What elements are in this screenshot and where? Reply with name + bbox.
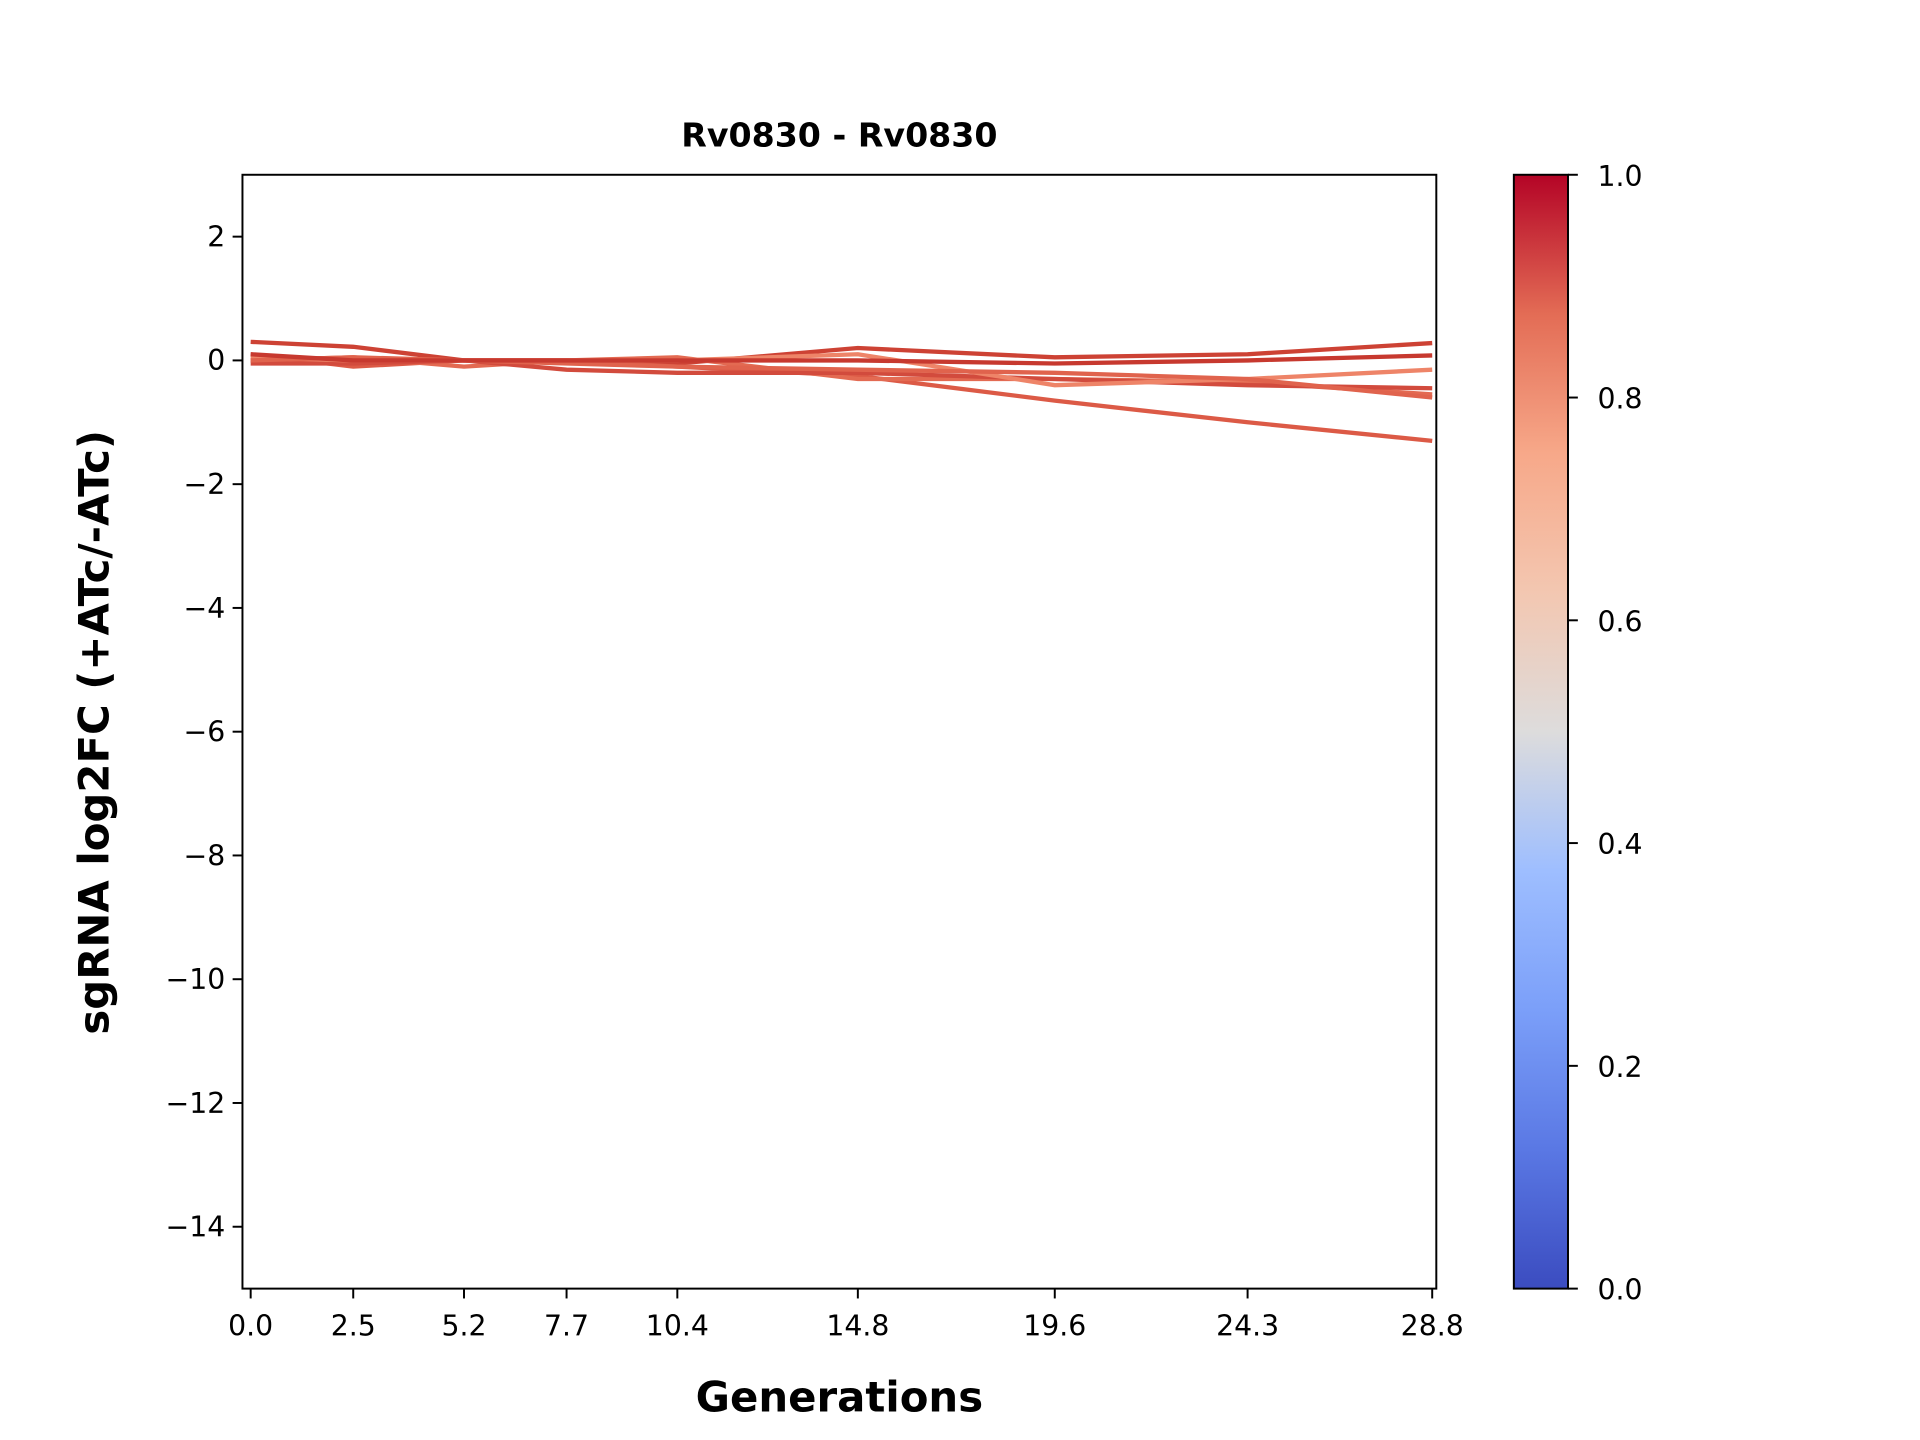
colorbar-tick-label: 1.0 bbox=[1598, 160, 1643, 193]
x-axis: 0.0 2.5 5.2 7.7 10.4 14.8 19.6 24.3 28.8 bbox=[228, 1288, 1464, 1342]
colorbar-tick-label: 0.4 bbox=[1598, 828, 1643, 861]
x-tick-label: 28.8 bbox=[1401, 1309, 1464, 1342]
x-tick-label: 24.3 bbox=[1216, 1309, 1279, 1342]
plot-frame bbox=[241, 173, 1438, 1290]
colorbar-tick-label: 0.6 bbox=[1598, 605, 1643, 638]
x-tick-label: 19.6 bbox=[1023, 1309, 1086, 1342]
x-tick-label: 10.4 bbox=[646, 1309, 709, 1342]
colorbar-tick-label: 0.2 bbox=[1598, 1051, 1643, 1084]
colorbar-ticks: 0.0 0.2 0.4 0.6 0.8 1.0 bbox=[1568, 160, 1643, 1307]
x-tick-label: 0.0 bbox=[228, 1309, 273, 1342]
series-line-7 bbox=[250, 352, 1433, 366]
y-tick-label: −10 bbox=[166, 963, 226, 996]
series-lines bbox=[250, 339, 1433, 443]
x-tick-label: 5.2 bbox=[441, 1309, 486, 1342]
y-axis: 2 0 −2 −4 −6 −8 −10 −12 −14 bbox=[166, 220, 243, 1244]
x-tick-label: 7.7 bbox=[544, 1309, 589, 1342]
colorbar-tick-label: 0.8 bbox=[1598, 383, 1643, 416]
y-tick-label: −4 bbox=[184, 592, 226, 625]
y-tick-label: −6 bbox=[184, 716, 226, 749]
y-tick-label: 2 bbox=[207, 220, 225, 253]
y-tick-label: −2 bbox=[184, 468, 226, 501]
colorbar bbox=[1512, 173, 1569, 1290]
series-line-1 bbox=[250, 339, 1433, 366]
y-tick-label: −8 bbox=[184, 839, 226, 872]
x-axis-label: Generations bbox=[696, 1373, 983, 1422]
colorbar-tick-label: 0.0 bbox=[1598, 1274, 1643, 1307]
y-tick-label: −12 bbox=[166, 1087, 226, 1120]
x-tick-label: 14.8 bbox=[826, 1309, 889, 1342]
y-axis-label: sgRNA log2FC (+ATc/-ATc) bbox=[69, 430, 118, 1035]
chart-title: Rv0830 - Rv0830 bbox=[681, 115, 997, 154]
y-tick-label: −14 bbox=[166, 1211, 226, 1244]
y-tick-label: 0 bbox=[207, 344, 225, 377]
series-line-2 bbox=[250, 352, 1433, 443]
x-tick-label: 2.5 bbox=[331, 1309, 376, 1342]
